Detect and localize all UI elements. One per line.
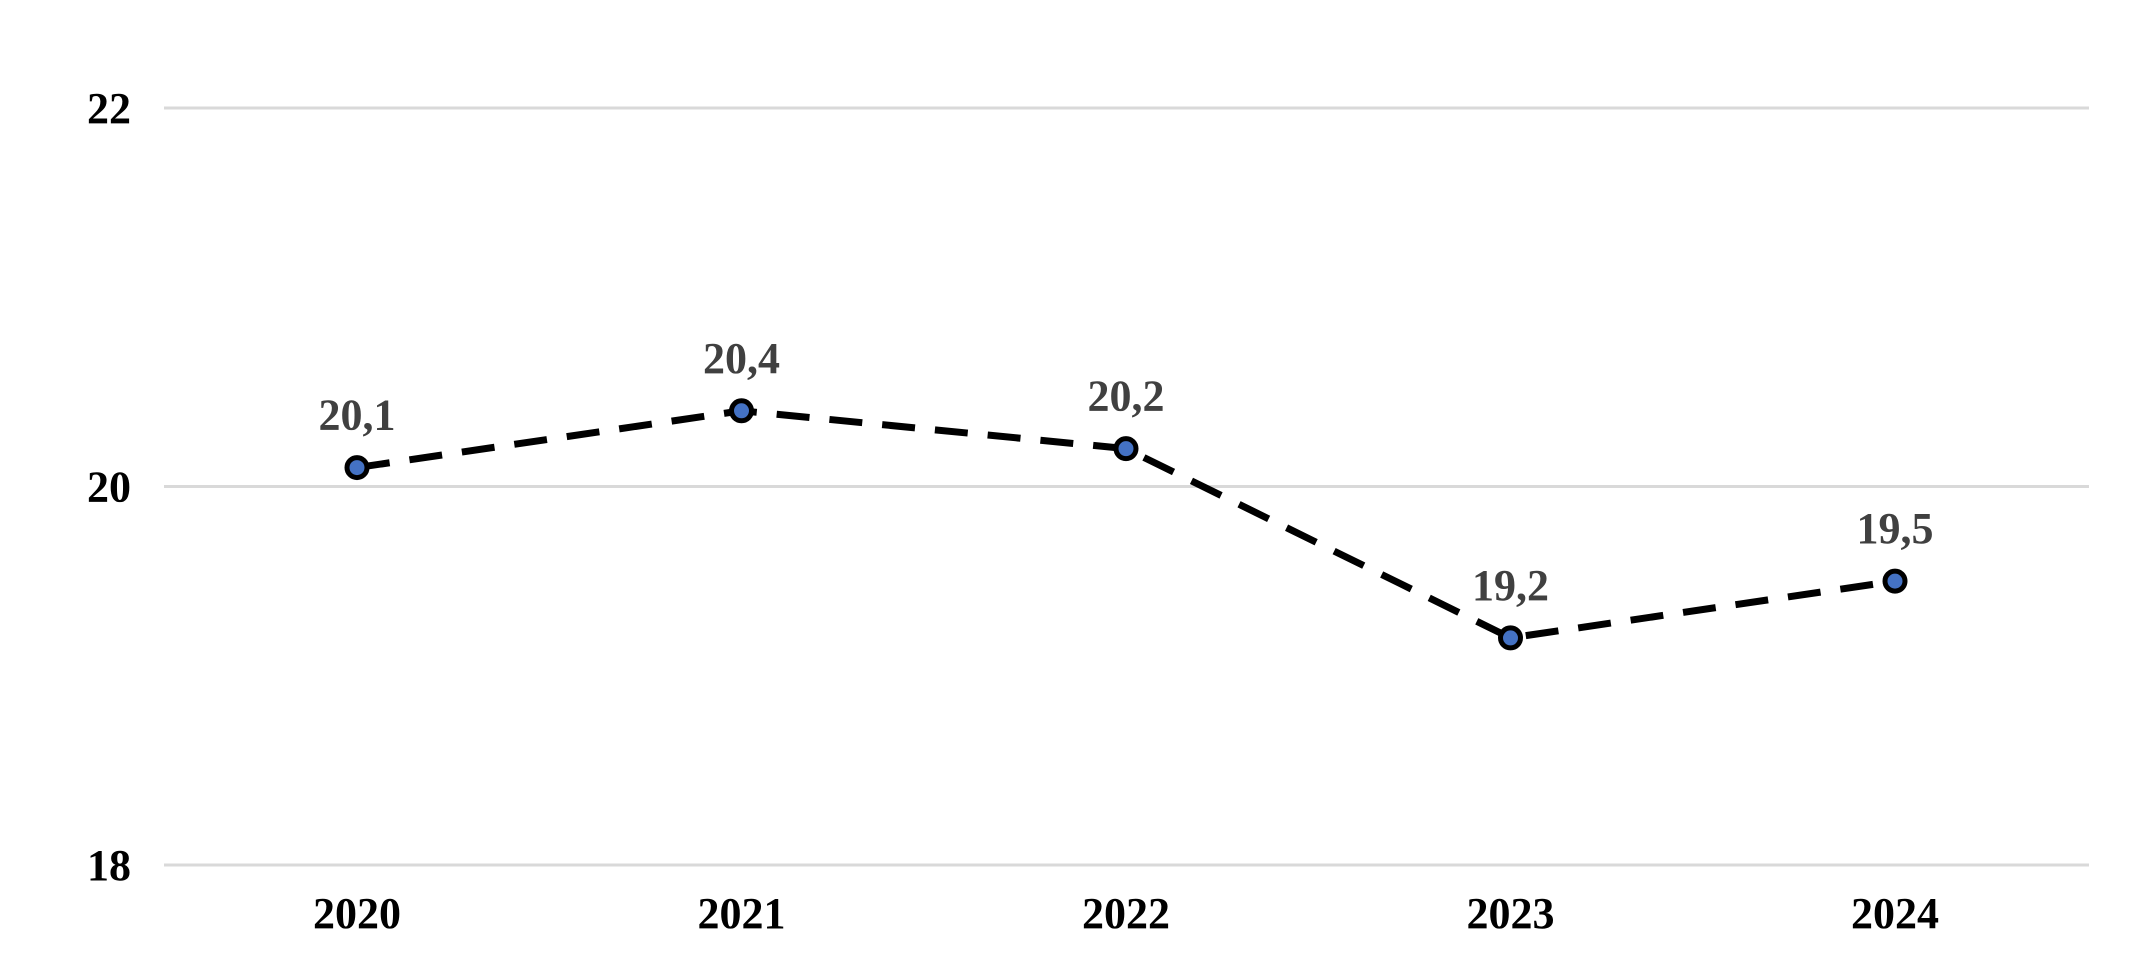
data-point-label: 20,2	[1088, 372, 1165, 421]
data-point-marker	[1113, 436, 1139, 462]
data-point-label: 20,4	[703, 334, 780, 383]
series-line	[356, 407, 1896, 642]
x-axis-tick-label: 2021	[698, 889, 786, 938]
data-point-label: 19,5	[1857, 504, 1934, 553]
data-point-label: 19,2	[1472, 561, 1549, 610]
x-axis-tick-label: 2020	[313, 889, 401, 938]
x-axis-tick-label: 2023	[1467, 889, 1555, 938]
data-point-marker	[729, 398, 754, 424]
data-point-marker	[344, 455, 370, 481]
x-axis-tick-label: 2024	[1851, 889, 1939, 938]
data-point-label: 20,1	[319, 391, 396, 440]
data-point-marker	[1882, 568, 1908, 594]
y-axis-tick-label: 22	[87, 84, 131, 133]
data-point-marker	[1498, 625, 1523, 651]
y-axis-tick-label: 18	[87, 841, 131, 890]
y-axis-tick-label: 20	[87, 463, 131, 512]
x-axis-tick-label: 2022	[1082, 889, 1170, 938]
